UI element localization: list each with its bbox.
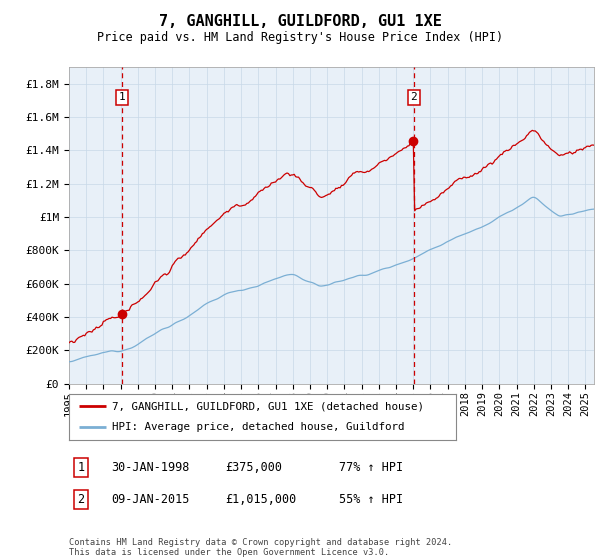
Text: 1: 1 <box>119 92 125 102</box>
Text: 30-JAN-1998: 30-JAN-1998 <box>111 461 190 474</box>
Text: £375,000: £375,000 <box>225 461 282 474</box>
Text: Price paid vs. HM Land Registry's House Price Index (HPI): Price paid vs. HM Land Registry's House … <box>97 31 503 44</box>
Text: £1,015,000: £1,015,000 <box>225 493 296 506</box>
Text: Contains HM Land Registry data © Crown copyright and database right 2024.
This d: Contains HM Land Registry data © Crown c… <box>69 538 452 557</box>
Text: HPI: Average price, detached house, Guildford: HPI: Average price, detached house, Guil… <box>112 422 404 432</box>
Text: 2: 2 <box>410 92 417 102</box>
Text: 7, GANGHILL, GUILDFORD, GU1 1XE (detached house): 7, GANGHILL, GUILDFORD, GU1 1XE (detache… <box>112 401 424 411</box>
Text: 55% ↑ HPI: 55% ↑ HPI <box>339 493 403 506</box>
Text: 77% ↑ HPI: 77% ↑ HPI <box>339 461 403 474</box>
Text: 1: 1 <box>77 461 85 474</box>
Text: 09-JAN-2015: 09-JAN-2015 <box>111 493 190 506</box>
Text: 7, GANGHILL, GUILDFORD, GU1 1XE: 7, GANGHILL, GUILDFORD, GU1 1XE <box>158 14 442 29</box>
Text: 2: 2 <box>77 493 85 506</box>
